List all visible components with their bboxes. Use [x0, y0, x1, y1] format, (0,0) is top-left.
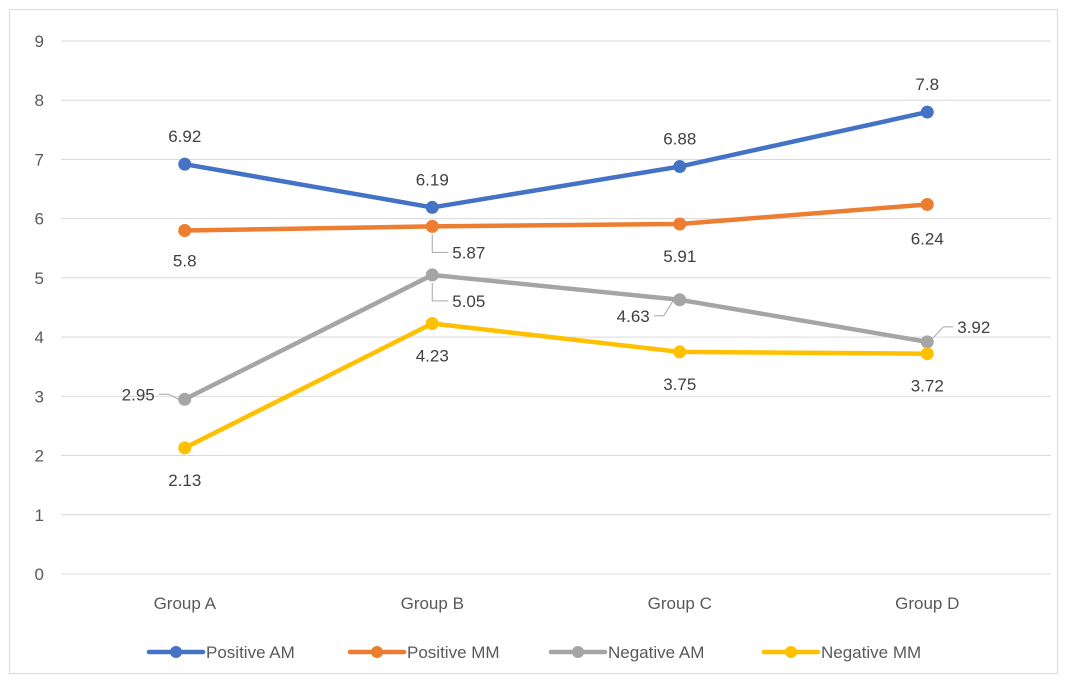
y-tick-label: 6	[35, 210, 44, 229]
legend-label: Negative MM	[821, 643, 921, 662]
legend-label: Negative AM	[608, 643, 704, 662]
data-label: 2.95	[122, 385, 155, 404]
y-tick-label: 1	[35, 506, 44, 525]
data-point-marker	[673, 345, 687, 359]
legend-marker	[371, 646, 383, 658]
data-label: 6.19	[416, 170, 449, 189]
y-tick-label: 9	[35, 32, 44, 51]
legend-marker	[785, 646, 797, 658]
data-label: 6.92	[168, 127, 201, 146]
legend-label: Positive AM	[206, 643, 295, 662]
y-tick-label: 8	[35, 91, 44, 110]
data-point-marker	[920, 347, 934, 361]
data-label: 5.87	[452, 243, 485, 262]
label-leader-line	[158, 393, 179, 400]
x-tick-label: Group A	[154, 594, 217, 613]
data-label: 7.8	[915, 75, 939, 94]
data-label: 3.75	[663, 375, 696, 394]
series-lines	[178, 105, 934, 455]
axes: 0 1 2 3 4 5 6 7 8 9 Group A Group B Group C Group D	[35, 32, 960, 613]
data-point-marker	[178, 441, 192, 455]
x-tick-label: Group C	[648, 594, 712, 613]
data-point-marker	[178, 392, 192, 406]
legend-label: Positive MM	[407, 643, 500, 662]
data-point-marker	[920, 105, 934, 119]
data-label: 2.13	[168, 471, 201, 490]
series-line	[182, 202, 930, 233]
data-point-marker	[178, 224, 192, 238]
data-label: 4.23	[416, 346, 449, 365]
label-leader-line	[653, 299, 675, 317]
data-label: 3.72	[911, 377, 944, 396]
legend-marker	[572, 646, 584, 658]
data-label: 6.24	[911, 229, 944, 248]
gridlines	[61, 40, 1051, 575]
legend: Positive AM Positive MM Negative AM Negativ…	[146, 643, 921, 662]
data-point-marker	[425, 268, 439, 282]
data-label: 5.91	[663, 247, 696, 266]
x-tick-label: Group D	[895, 594, 959, 613]
y-tick-label: 4	[35, 328, 44, 347]
label-leader-line	[431, 234, 449, 253]
label-leader-line	[431, 282, 449, 302]
series-line	[182, 272, 930, 402]
leader-lines	[158, 234, 954, 400]
legend-marker	[170, 646, 182, 658]
data-label: 5.05	[452, 292, 485, 311]
y-tick-label: 7	[35, 150, 44, 169]
data-label: 3.92	[957, 318, 990, 337]
data-point-marker	[425, 200, 439, 214]
data-point-marker	[673, 217, 687, 231]
data-label: 5.8	[173, 252, 197, 271]
x-tick-label: Group B	[401, 594, 464, 613]
data-label: 6.88	[663, 130, 696, 149]
data-point-marker	[920, 335, 934, 349]
series-line	[182, 109, 930, 210]
y-tick-label: 3	[35, 387, 44, 406]
y-tick-label: 5	[35, 269, 44, 288]
data-point-marker	[673, 293, 687, 307]
data-labels: 6.92 6.19 6.88 7.8 5.8 5.87 5.91 6.24 2.95 5.05 4.…	[122, 75, 991, 490]
data-label: 4.63	[617, 307, 650, 326]
data-point-marker	[425, 219, 439, 233]
line-chart: 0 1 2 3 4 5 6 7 8 9 Group A Group B Group C Group D 6…	[35, 32, 1051, 662]
chart-frame: 0 1 2 3 4 5 6 7 8 9 Group A Group B Group C Group D 6…	[9, 9, 1058, 674]
data-point-marker	[673, 160, 687, 174]
label-leader-line	[932, 326, 954, 339]
data-point-marker	[178, 157, 192, 171]
data-point-marker	[425, 316, 439, 330]
data-point-marker	[920, 197, 934, 211]
series-line	[182, 321, 930, 451]
y-tick-label: 2	[35, 447, 44, 466]
y-tick-label: 0	[35, 565, 44, 584]
